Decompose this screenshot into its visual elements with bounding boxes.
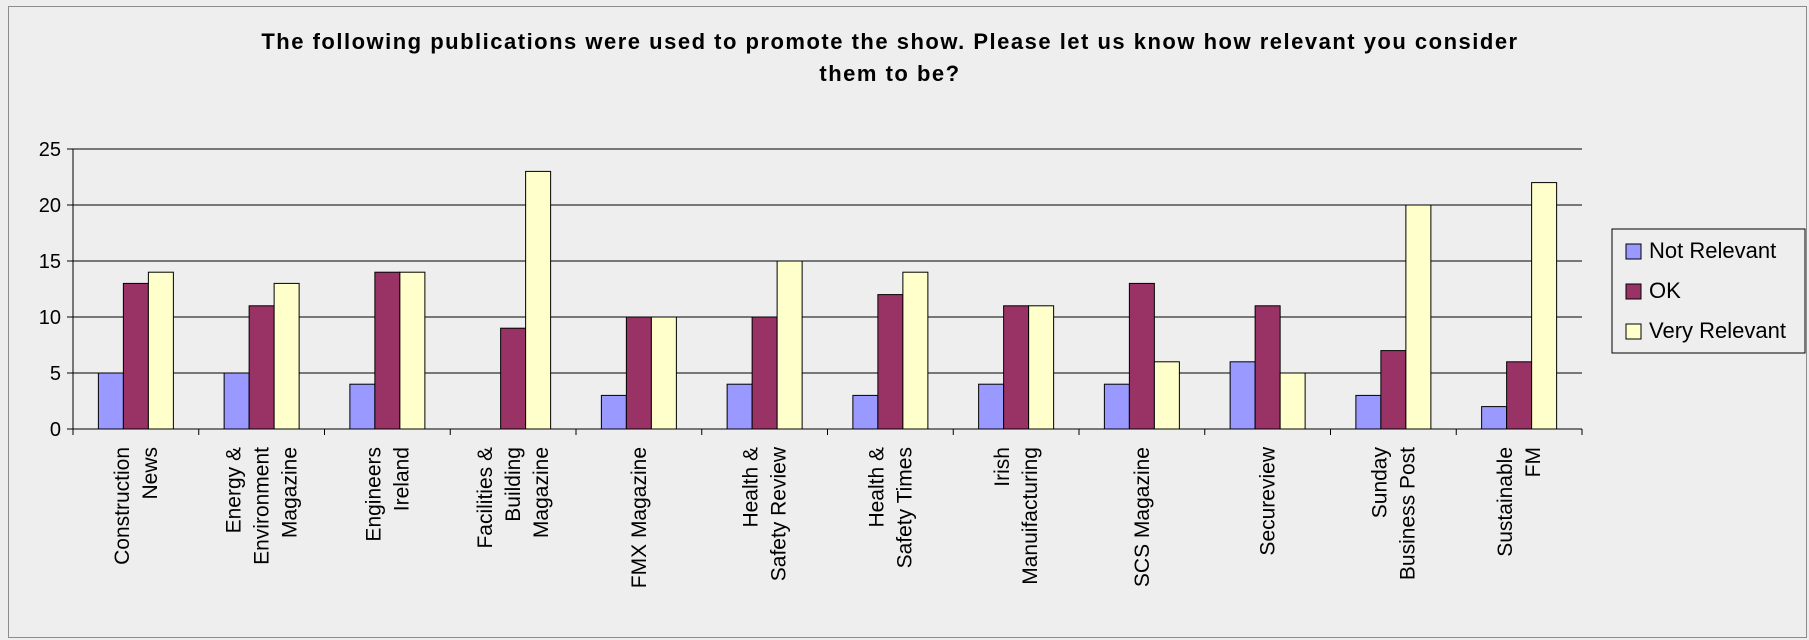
x-tick-label: Irish	[991, 447, 1014, 487]
bar-very-relevant	[902, 271, 929, 430]
bar-very-relevant	[1531, 182, 1558, 430]
bar-not-relevant	[1355, 394, 1382, 430]
y-tick-label: 5	[50, 363, 61, 385]
gridlines	[73, 148, 1582, 374]
bar-ok	[751, 316, 778, 430]
y-tick-label: 25	[39, 139, 61, 161]
bar-not-relevant	[1481, 406, 1508, 430]
bar-very-relevant	[650, 316, 677, 430]
x-tick-label: Manuifacturing	[1019, 447, 1042, 585]
x-tick-label: Secureview	[1257, 446, 1280, 555]
bar-very-relevant	[147, 271, 174, 430]
bar-not-relevant	[600, 394, 627, 430]
bar-not-relevant	[1103, 383, 1130, 430]
bar-ok	[122, 282, 149, 430]
chart-title-line-1: The following publications were used to …	[261, 29, 1518, 54]
bar-ok	[1506, 361, 1533, 430]
y-tick-label: 15	[39, 251, 61, 273]
chart-title-line-2: them to be?	[819, 61, 960, 86]
bar-very-relevant	[1279, 372, 1306, 430]
y-tick-label: 10	[39, 307, 61, 329]
legend-box	[1611, 228, 1806, 354]
y-tick-label: 0	[50, 419, 61, 441]
legend-swatch	[1625, 323, 1642, 340]
x-tick-label: Facilities &	[474, 447, 497, 549]
x-tick-label: Magazine	[530, 447, 553, 538]
x-tick-label: Ireland	[390, 447, 413, 511]
bar-not-relevant	[223, 372, 250, 430]
bar-very-relevant	[1028, 305, 1055, 430]
legend-label: Not Relevant	[1649, 238, 1776, 263]
x-tick-label: Environment	[251, 447, 274, 565]
x-tick-label: Engineers	[362, 447, 385, 542]
bar-not-relevant	[978, 383, 1005, 430]
bar-ok	[1128, 282, 1155, 430]
bar-not-relevant	[852, 394, 879, 430]
bar-ok	[625, 316, 652, 430]
bar-not-relevant	[97, 372, 124, 430]
bar-very-relevant	[1153, 361, 1180, 430]
bar-very-relevant	[1405, 204, 1432, 430]
bar-very-relevant	[273, 282, 300, 430]
x-tick-label: News	[139, 447, 162, 500]
legend-label: Very Relevant	[1649, 318, 1786, 343]
x-axis: Construction News Energy & Environment Magaz…	[72, 428, 1583, 588]
x-tick-label: Magazine	[279, 447, 302, 538]
x-tick-label: FMX Magazine	[628, 447, 651, 588]
bar-very-relevant	[525, 170, 552, 430]
bar-very-relevant	[399, 271, 426, 430]
x-tick-label: Health &	[865, 447, 888, 528]
x-tick-label: SCS Magazine	[1131, 447, 1154, 587]
legend-label: OK	[1649, 278, 1681, 303]
bar-very-relevant	[776, 260, 803, 430]
bar-not-relevant	[349, 383, 376, 430]
x-tick-label: Safety Times	[893, 447, 916, 568]
legend-swatch	[1625, 243, 1642, 260]
x-tick-label: Sunday	[1368, 447, 1391, 519]
bar-ok	[1003, 305, 1030, 430]
x-tick-label: Health &	[740, 447, 763, 528]
chart-title: The following publications were used to …	[261, 29, 1518, 86]
bar-ok	[248, 305, 275, 430]
y-axis: 0 5 10 15 20 25	[39, 139, 74, 441]
legend: Not Relevant OK Very Relevant	[1611, 228, 1806, 354]
x-tick-label: Building	[502, 447, 525, 522]
x-tick-label: Business Post	[1396, 447, 1419, 580]
x-tick-label: Energy &	[223, 447, 246, 533]
bar-ok	[500, 327, 527, 430]
bar-chart: The following publications were used to …	[39, 29, 1806, 588]
bar-not-relevant	[1229, 361, 1256, 430]
bar-ok	[374, 271, 401, 430]
chart-frame: The following publications were used to …	[8, 6, 1807, 638]
x-tick-label: Safety Review	[768, 446, 791, 581]
x-tick-label: FM	[1522, 447, 1545, 477]
x-tick-label: Construction	[111, 447, 134, 565]
bar-not-relevant	[726, 383, 753, 430]
y-tick-label: 20	[39, 195, 61, 217]
legend-swatch	[1625, 283, 1642, 300]
bars	[97, 170, 1558, 430]
x-tick-label: Sustainable	[1494, 447, 1517, 557]
bar-ok	[877, 294, 904, 430]
bar-ok	[1380, 350, 1407, 430]
bar-ok	[1254, 305, 1281, 430]
